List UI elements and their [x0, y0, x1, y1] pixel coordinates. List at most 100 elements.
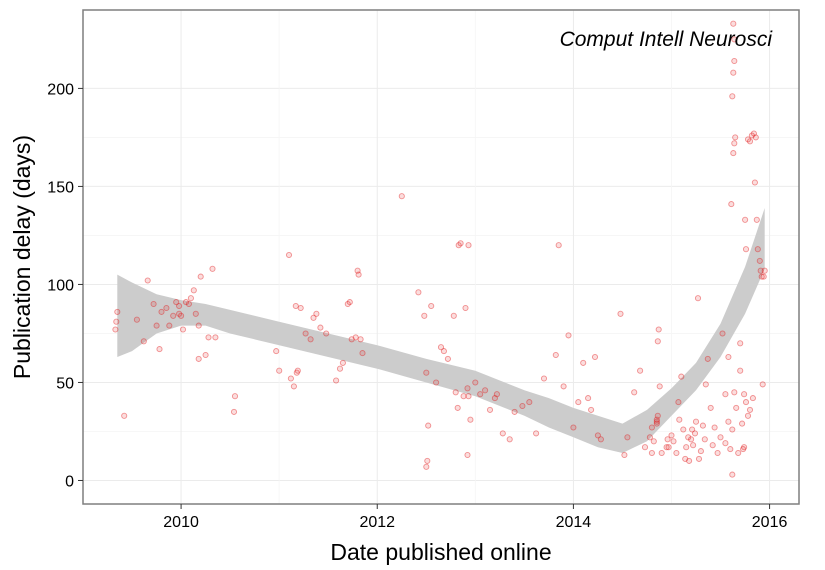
data-point — [170, 312, 177, 319]
data-point — [727, 446, 734, 453]
data-point — [719, 330, 726, 337]
data-point — [730, 69, 737, 76]
data-point — [678, 373, 685, 380]
data-point — [230, 408, 238, 415]
data-point — [722, 391, 729, 398]
data-point — [333, 377, 340, 384]
data-point — [731, 140, 738, 147]
data-point — [313, 310, 320, 317]
data-point — [209, 265, 216, 272]
data-point — [682, 455, 689, 462]
data-point — [653, 416, 660, 423]
data-point — [457, 240, 464, 247]
data-point — [654, 412, 661, 419]
data-point — [113, 318, 120, 325]
data-point — [346, 299, 353, 306]
data-point — [711, 424, 718, 431]
data-point — [737, 340, 744, 347]
data-point — [729, 426, 736, 433]
x-axis-ticks: 2010 2012 2014 2016 — [163, 504, 787, 531]
data-point — [185, 300, 192, 308]
data-point — [597, 436, 604, 443]
data-point — [555, 242, 562, 249]
data-point — [499, 430, 506, 437]
data-point — [424, 457, 431, 464]
plot-panel — [83, 10, 799, 504]
data-point — [760, 273, 767, 280]
data-point — [741, 391, 748, 398]
data-point — [737, 367, 744, 374]
data-point — [294, 367, 301, 374]
data-point — [437, 344, 445, 351]
data-point — [205, 334, 212, 341]
data-point — [653, 418, 660, 425]
data-point — [621, 451, 628, 459]
data-point — [472, 379, 479, 386]
data-point — [359, 350, 366, 357]
data-point — [725, 418, 732, 425]
y-tick-label: 100 — [47, 277, 74, 294]
chart-annotation: Comput Intell Neurosci — [560, 28, 774, 51]
x-tick-label: 2014 — [556, 514, 592, 531]
data-point — [133, 316, 140, 323]
data-point — [729, 471, 736, 478]
data-point — [176, 310, 183, 317]
data-point — [467, 416, 474, 423]
data-point — [702, 381, 709, 388]
data-point — [415, 289, 422, 296]
data-point — [140, 338, 147, 345]
data-point — [656, 383, 663, 390]
data-point — [665, 444, 672, 451]
data-point — [675, 399, 682, 406]
y-axis-title: Publication delay (days) — [9, 135, 35, 379]
data-point — [689, 426, 696, 433]
data-point — [166, 322, 173, 329]
data-point — [757, 267, 764, 274]
data-point — [290, 383, 297, 390]
smooth-confidence-band — [117, 208, 765, 453]
data-point — [114, 308, 121, 315]
data-point — [624, 434, 631, 441]
data-point — [552, 351, 559, 359]
data-point — [526, 399, 533, 406]
data-point — [511, 408, 518, 415]
data-point — [493, 391, 500, 398]
data-point — [730, 20, 737, 27]
data-point — [455, 242, 462, 249]
data-point — [428, 302, 435, 310]
data-point — [739, 420, 746, 427]
data-point — [676, 416, 683, 423]
data-point — [730, 150, 737, 157]
data-point — [749, 395, 756, 402]
data-point — [163, 304, 170, 312]
data-point — [398, 193, 405, 200]
data-point — [462, 304, 469, 312]
data-point — [565, 332, 572, 339]
data-point — [156, 346, 163, 353]
data-point — [709, 442, 716, 449]
data-point — [310, 314, 317, 321]
data-point — [729, 93, 736, 100]
data-point — [585, 395, 592, 402]
data-point — [742, 216, 749, 223]
data-point — [560, 383, 567, 390]
data-point — [722, 440, 729, 447]
data-point — [465, 393, 472, 400]
data-point — [741, 444, 748, 451]
data-point — [695, 455, 703, 462]
x-tick-label: 2016 — [752, 514, 788, 531]
data-point — [273, 348, 280, 355]
data-point — [641, 444, 649, 451]
data-point — [658, 449, 665, 457]
data-point — [433, 379, 440, 386]
data-point — [464, 385, 471, 392]
data-point — [648, 449, 655, 457]
data-point — [580, 359, 587, 366]
data-point — [486, 406, 494, 413]
data-point — [190, 287, 197, 294]
data-point — [655, 326, 662, 333]
data-point — [150, 300, 157, 308]
y-axis-ticks: 0 50 100 150 200 — [47, 81, 83, 490]
data-point — [699, 422, 706, 429]
data-point — [344, 300, 351, 308]
